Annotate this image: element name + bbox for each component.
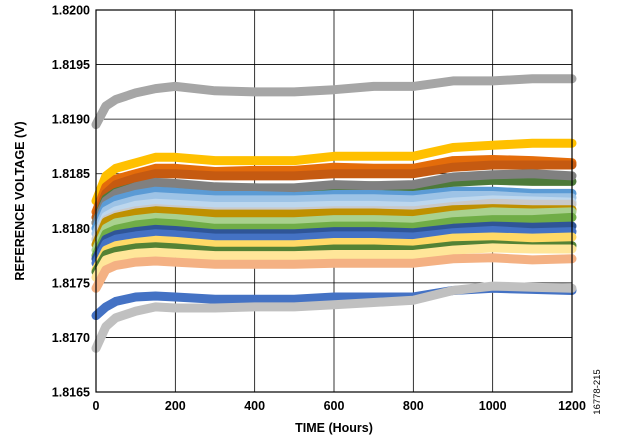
x-tick-label: 200 [165, 399, 186, 413]
x-tick-label: 800 [403, 399, 424, 413]
series-line-6 [91, 169, 577, 228]
plot-area-border [95, 9, 573, 393]
series-line-12 [91, 207, 577, 255]
series-line-8 [91, 191, 577, 239]
figure-id: 16778-215 [592, 369, 603, 414]
y-tick-label: 1.8165 [52, 386, 90, 400]
x-tick-label: 1200 [558, 399, 586, 413]
series-line-4 [91, 160, 577, 222]
x-axis-title: TIME (Hours) [295, 421, 373, 435]
y-tick-label: 1.8175 [52, 276, 90, 290]
y-axis-title: REFERENCE VOLTAGE (V) [13, 121, 27, 280]
y-tick-label: 1.8170 [52, 331, 90, 345]
y-tick-label: 1.8195 [52, 58, 90, 72]
series-line-2 [91, 138, 577, 206]
series-line-3 [91, 155, 577, 217]
series-line-19 [91, 253, 577, 293]
series-group [91, 74, 577, 353]
series-line-13 [91, 212, 577, 261]
series-line-1 [91, 74, 577, 130]
x-tick-label: 600 [324, 399, 345, 413]
series-line-15 [91, 226, 577, 268]
series-line-18 [91, 243, 577, 282]
y-tick-label: 1.8190 [52, 113, 90, 127]
x-tick-label: 400 [244, 399, 265, 413]
y-tick-label: 1.8200 [52, 4, 90, 18]
y-tick-label: 1.8185 [52, 167, 90, 181]
x-tick-label: 0 [93, 399, 100, 413]
series-line-16 [91, 232, 577, 275]
series-line-21 [91, 281, 577, 353]
tick-labels: 0 200 400 600 800 1000 1200 1.8165 1.8170 1.8175 1… [52, 4, 586, 414]
y-tick-label: 1.8180 [52, 222, 90, 236]
x-tick-label: 1000 [479, 399, 507, 413]
